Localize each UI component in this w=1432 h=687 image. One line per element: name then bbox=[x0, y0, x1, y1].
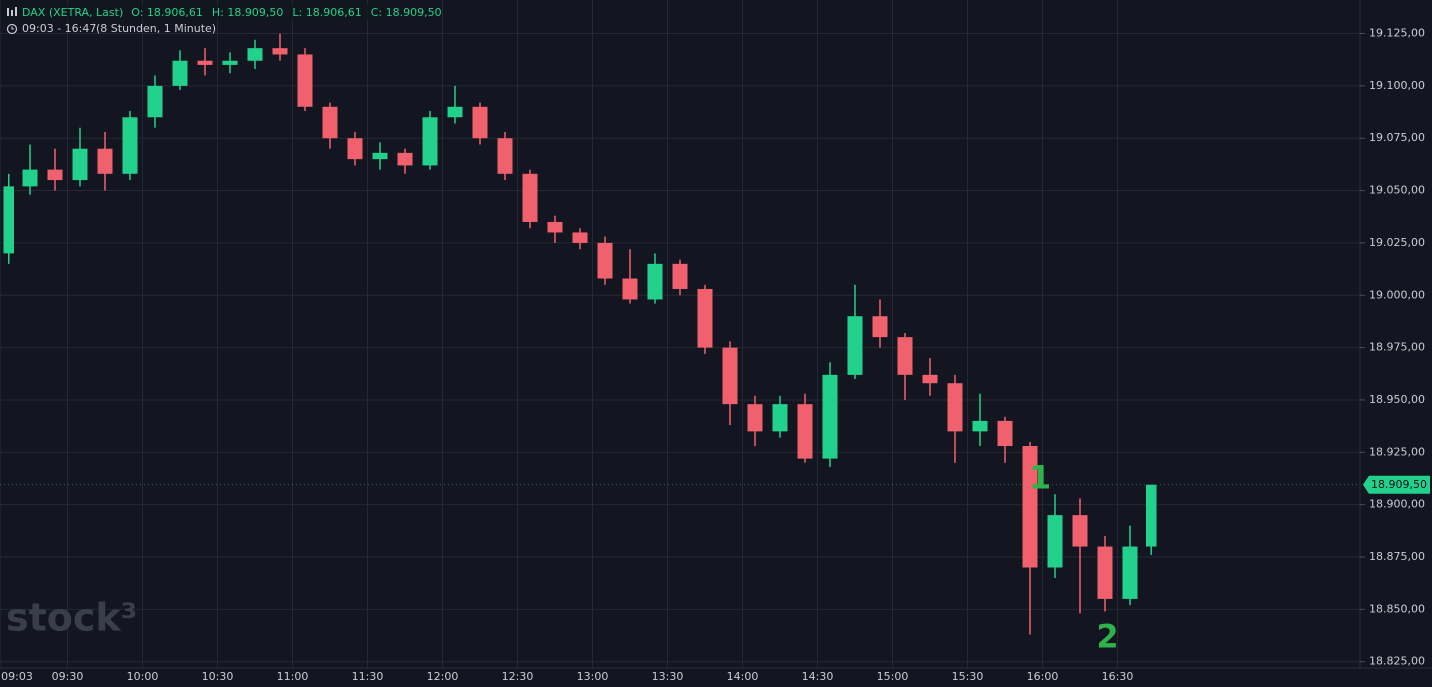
candle-body bbox=[772, 404, 788, 432]
x-tick-label: 12:30 bbox=[502, 670, 534, 683]
y-tick-label: 18.975,00 bbox=[1369, 341, 1425, 354]
y-tick-label: 18.950,00 bbox=[1369, 393, 1425, 406]
x-tick-label: 16:00 bbox=[1027, 670, 1059, 683]
candle-body bbox=[847, 316, 863, 375]
candle-body bbox=[1047, 515, 1063, 568]
y-tick-label: 18.925,00 bbox=[1369, 445, 1425, 458]
candle-body bbox=[22, 169, 38, 187]
annotation: 1 bbox=[1029, 459, 1051, 497]
candle-body bbox=[1122, 546, 1138, 599]
x-tick-label: 15:00 bbox=[877, 670, 909, 683]
x-tick-label: 16:30 bbox=[1102, 670, 1134, 683]
x-tick-label: 13:30 bbox=[652, 670, 684, 683]
candle-body bbox=[322, 106, 338, 139]
candle-body bbox=[347, 138, 363, 160]
subtitle: 09:03 - 16:47 bbox=[22, 22, 96, 35]
candle-body bbox=[547, 221, 563, 233]
y-tick-label: 18.850,00 bbox=[1369, 602, 1425, 615]
candle-body bbox=[372, 152, 388, 160]
candle-body bbox=[72, 148, 88, 181]
candle-body bbox=[697, 288, 713, 348]
x-tick-label: 11:00 bbox=[277, 670, 309, 683]
candle-body bbox=[472, 106, 488, 139]
header-bg bbox=[2, 4, 394, 20]
y-tick-label: 19.050,00 bbox=[1369, 184, 1425, 197]
candle-body bbox=[297, 54, 313, 107]
y-tick-label: 19.100,00 bbox=[1369, 79, 1425, 92]
candle-body bbox=[47, 169, 63, 181]
x-tick-label: 14:00 bbox=[727, 670, 759, 683]
candle-body bbox=[147, 85, 163, 118]
candle-body bbox=[622, 278, 638, 300]
candle-body bbox=[172, 60, 188, 86]
ohlc-value: L: 18.906,61 bbox=[292, 6, 361, 19]
candle-body bbox=[947, 383, 963, 432]
ohlc-value: C: 18.909,50 bbox=[371, 6, 442, 19]
y-tick-label: 19.000,00 bbox=[1369, 288, 1425, 301]
candle-body bbox=[872, 316, 888, 338]
candle-body bbox=[122, 117, 138, 174]
y-tick-label: 18.875,00 bbox=[1369, 550, 1425, 563]
y-tick-label: 18.900,00 bbox=[1369, 498, 1425, 511]
candle-body bbox=[397, 152, 413, 166]
candle-body bbox=[1072, 515, 1088, 547]
candle-body bbox=[97, 148, 113, 174]
candle-body bbox=[3, 186, 14, 254]
candle-body bbox=[447, 106, 463, 118]
candle-body bbox=[422, 117, 438, 166]
x-tick-label: 11:30 bbox=[352, 670, 384, 683]
y-tick-label: 19.075,00 bbox=[1369, 131, 1425, 144]
candle-body bbox=[997, 420, 1013, 447]
y-tick-label: 18.825,00 bbox=[1369, 655, 1425, 668]
candle-body bbox=[597, 242, 613, 279]
y-tick-label: 19.125,00 bbox=[1369, 27, 1425, 40]
x-tick-label: 14:30 bbox=[802, 670, 834, 683]
x-tick-label: 13:00 bbox=[577, 670, 609, 683]
candle-body bbox=[797, 404, 813, 459]
candle-body bbox=[1097, 546, 1113, 599]
bars-icon bbox=[7, 7, 17, 16]
candle-body bbox=[747, 404, 763, 432]
candle-body bbox=[722, 347, 738, 405]
ohlc-value: H: 18.909,50 bbox=[212, 6, 283, 19]
candle-body bbox=[272, 48, 288, 55]
subtitle-note: (8 Stunden, 1 Minute) bbox=[96, 22, 216, 35]
candle-body bbox=[247, 48, 263, 61]
clock-icon bbox=[6, 23, 18, 35]
candle-body bbox=[647, 263, 663, 300]
candle-body bbox=[197, 60, 213, 65]
header: DAX (XETRA, Last) 09:03 - 16:47 (8 Stund… bbox=[2, 4, 442, 35]
clock-hand bbox=[11, 26, 14, 30]
candles bbox=[3, 33, 1157, 635]
candle-body bbox=[922, 374, 938, 384]
x-tick-label: 09:03 bbox=[1, 670, 33, 683]
candle-body bbox=[222, 60, 238, 65]
ohlc-value: O: 18.906,61 bbox=[131, 6, 203, 19]
candle-body bbox=[1146, 484, 1157, 547]
last-price-label: 18.909,50 bbox=[1371, 478, 1427, 491]
chart-title: DAX (XETRA, Last) bbox=[22, 6, 123, 19]
x-tick-label: 10:30 bbox=[202, 670, 234, 683]
candle-body bbox=[497, 138, 513, 174]
candle-body bbox=[897, 337, 913, 375]
candle-body bbox=[672, 263, 688, 289]
candle-body bbox=[572, 232, 588, 243]
x-tick-label: 12:00 bbox=[427, 670, 459, 683]
x-tick-label: 15:30 bbox=[952, 670, 984, 683]
last-price-tag bbox=[1363, 475, 1430, 494]
candle-body bbox=[522, 173, 538, 222]
x-tick-label: 09:30 bbox=[52, 670, 84, 683]
x-tick-label: 10:00 bbox=[127, 670, 159, 683]
candle-body bbox=[972, 420, 988, 432]
watermark: stock³ bbox=[6, 596, 137, 640]
candle-body bbox=[822, 374, 838, 459]
annotation: 2 bbox=[1096, 618, 1118, 656]
candle-body bbox=[1022, 446, 1038, 568]
y-tick-label: 19.025,00 bbox=[1369, 236, 1425, 249]
